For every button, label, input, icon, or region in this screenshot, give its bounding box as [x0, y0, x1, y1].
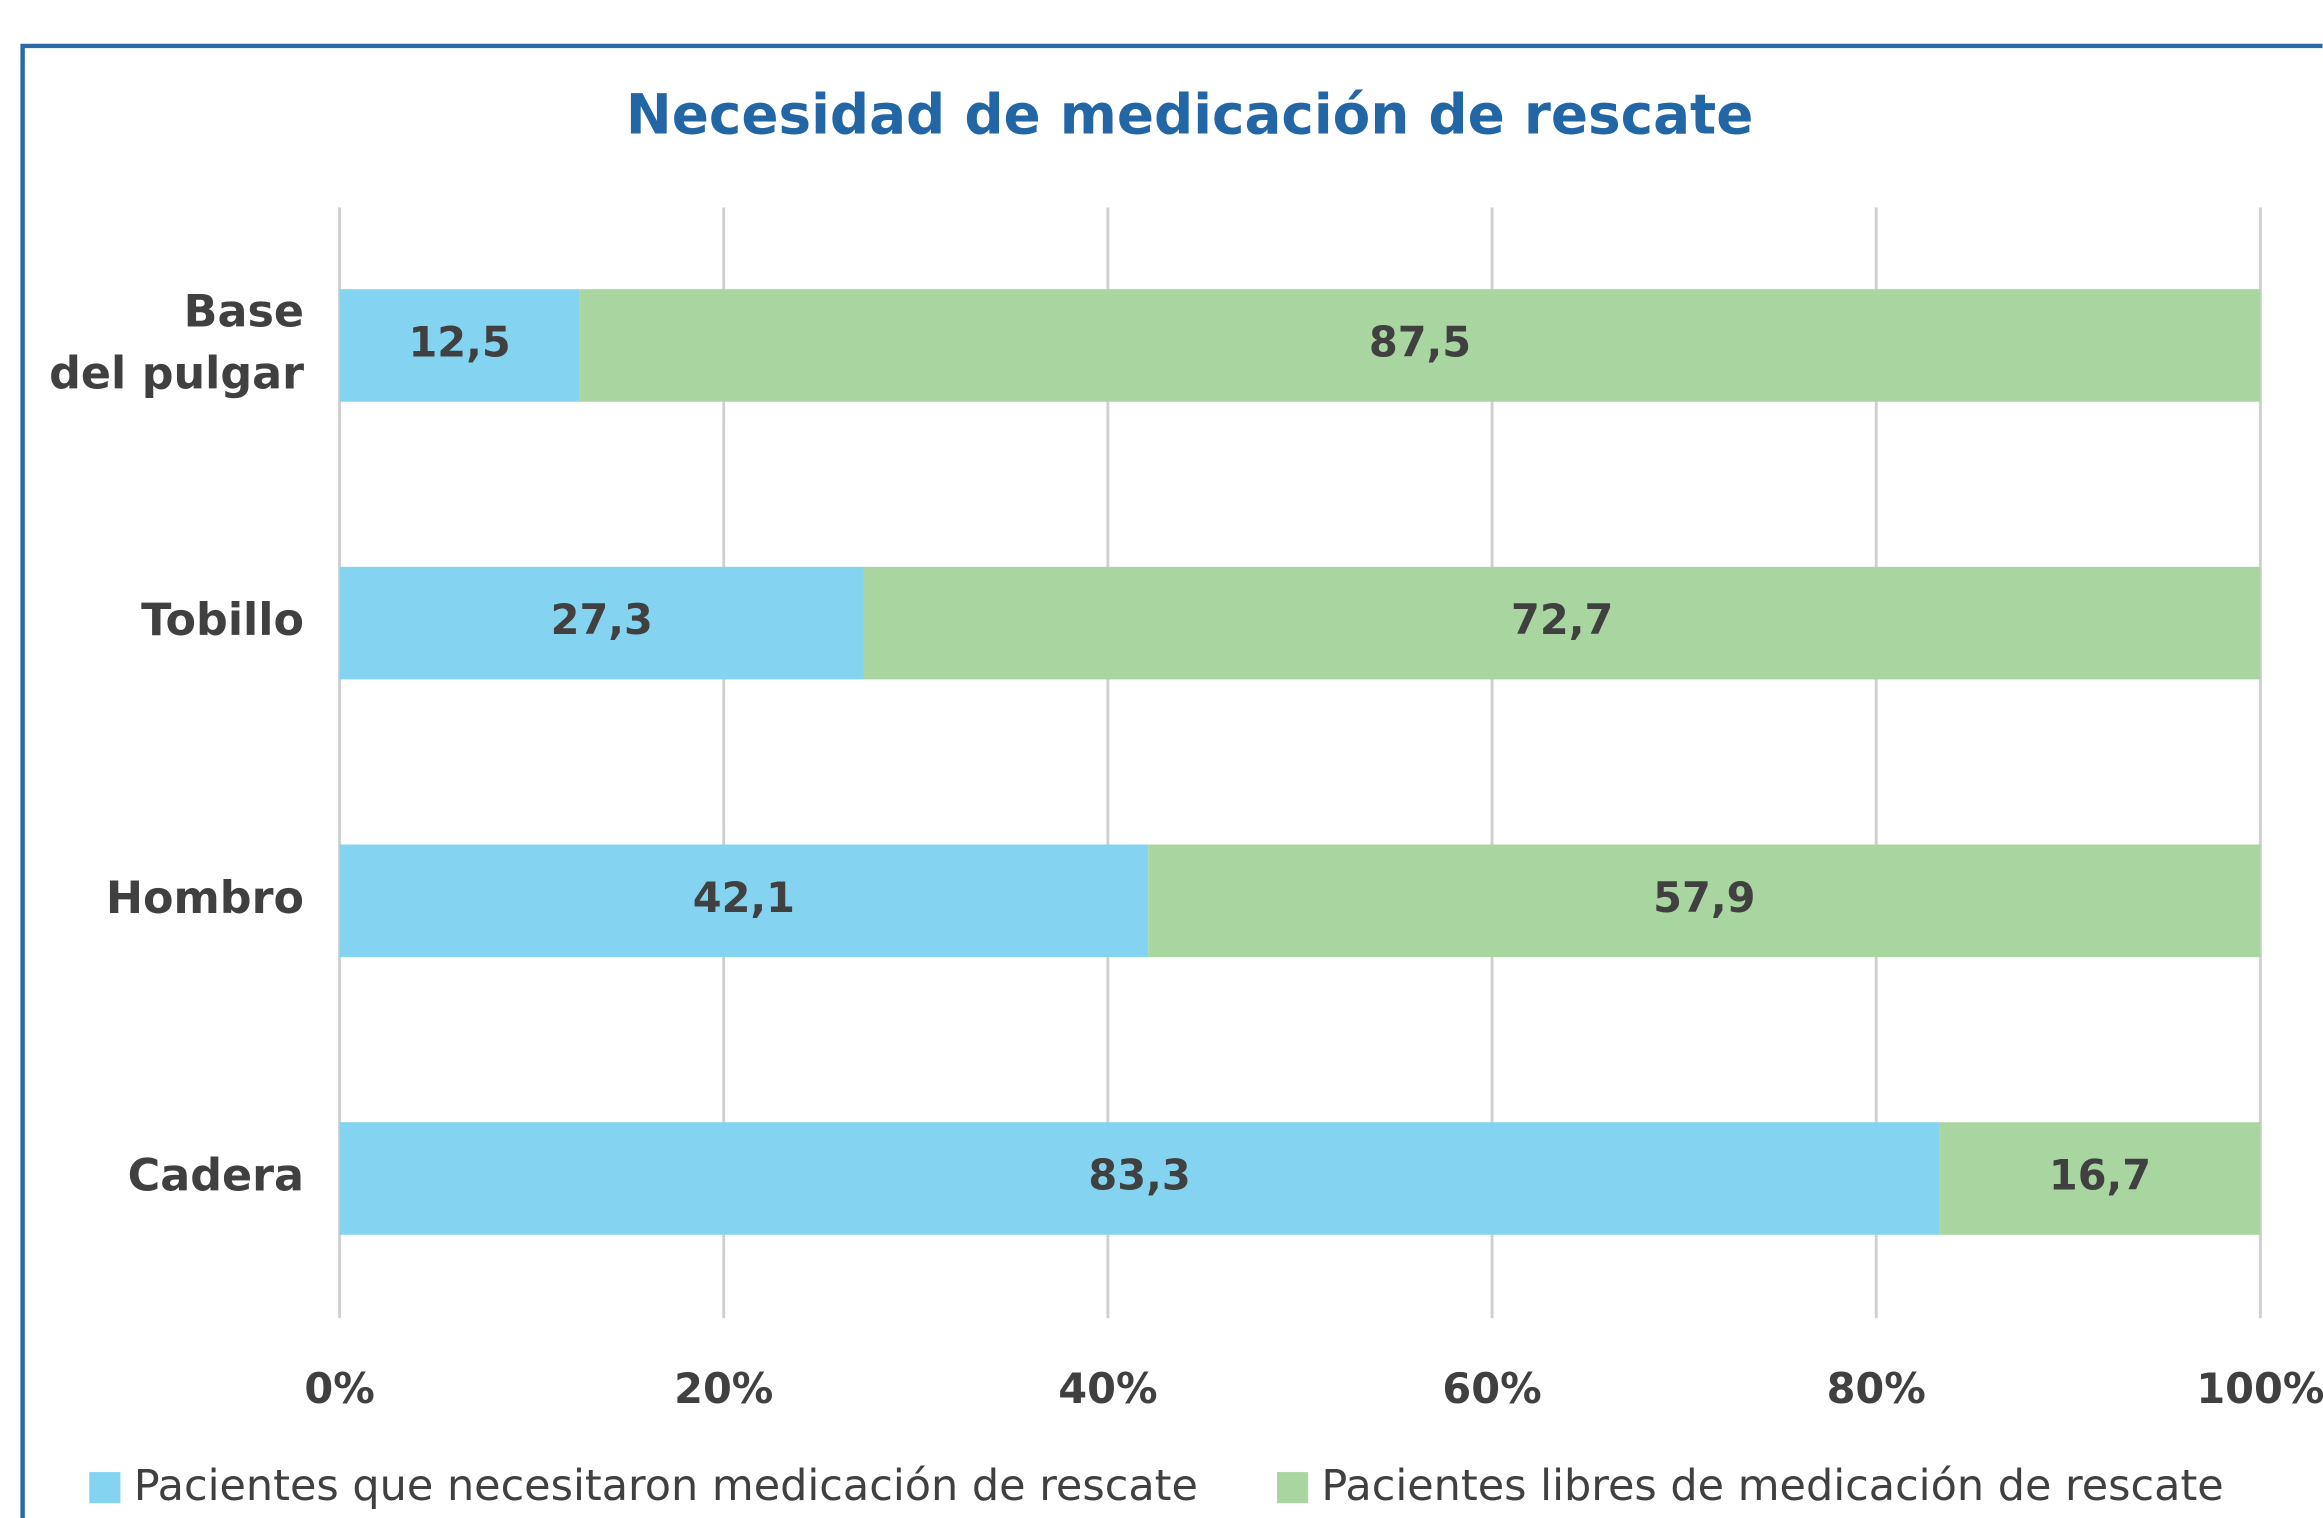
bar-segment [339, 566, 864, 680]
x-tick-label: 0% [304, 1365, 374, 1413]
y-tick-label: Tobillo [141, 595, 304, 646]
data-label: 57,9 [1653, 874, 1755, 922]
legend-swatch [1277, 1472, 1309, 1504]
bar-segment [579, 289, 2261, 402]
legend-label: Pacientes que necesitaron medicación de … [134, 1461, 1198, 1511]
bar-segment [1148, 844, 2261, 958]
data-label: 42,1 [693, 874, 795, 922]
bar-segment [863, 566, 2261, 680]
data-label: 12,5 [408, 318, 510, 366]
data-label: 16,7 [2049, 1151, 2151, 1199]
data-label: 87,5 [1369, 318, 1471, 366]
x-tick-label: 60% [1442, 1365, 1541, 1413]
y-tick-label: Base del pulgar [49, 286, 304, 399]
legend-label: Pacientes libres de medicación de rescat… [1321, 1461, 2223, 1511]
x-tick-label: 40% [1058, 1365, 1157, 1413]
x-tick-label: 80% [1827, 1365, 1926, 1413]
legend-swatch [89, 1472, 121, 1504]
x-tick-label: 100% [2196, 1365, 2323, 1413]
data-label: 72,7 [1511, 596, 1613, 644]
chart-title: Necesidad de medicación de rescate [626, 83, 1754, 147]
data-label: 83,3 [1088, 1151, 1190, 1199]
bar-segment [339, 1122, 1940, 1235]
chart-frame [20, 43, 2323, 1518]
bar-segment [339, 289, 580, 402]
bar-segment [1939, 1122, 2261, 1235]
y-tick-label: Hombro [106, 873, 304, 924]
bar-segment [339, 844, 1149, 958]
y-tick-label: Cadera [128, 1150, 304, 1201]
x-tick-label: 20% [674, 1365, 773, 1413]
data-label: 27,3 [551, 596, 653, 644]
